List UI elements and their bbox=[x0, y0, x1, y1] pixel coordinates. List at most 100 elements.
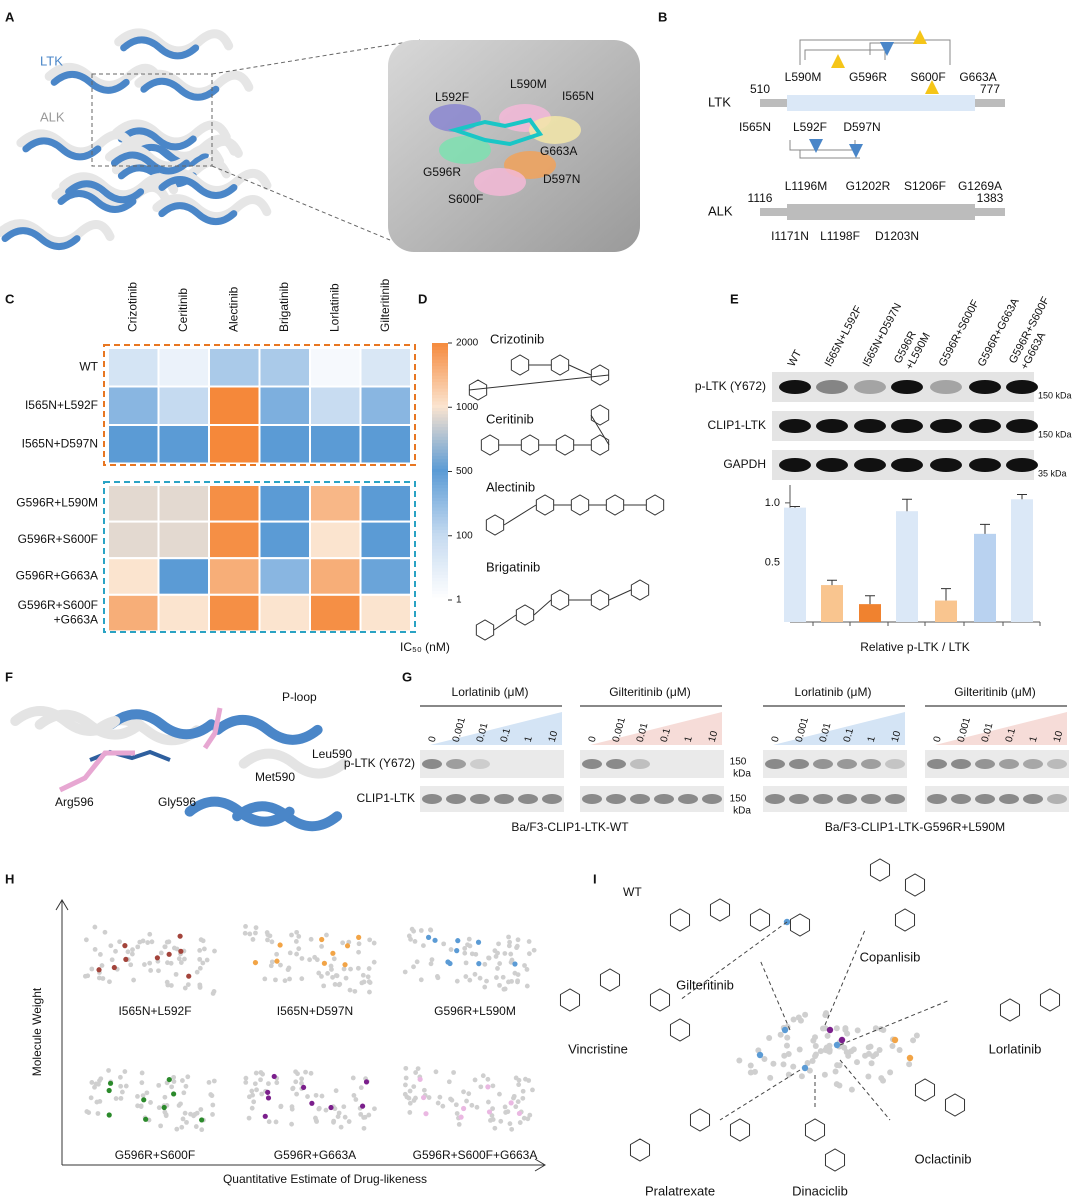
scatter-point bbox=[273, 977, 278, 983]
colorbar-slice bbox=[432, 359, 448, 363]
scatter-point bbox=[403, 1082, 408, 1088]
scatter-point bbox=[806, 1067, 813, 1074]
highlight-point bbox=[461, 1105, 467, 1112]
mutation-label: G663A bbox=[959, 70, 996, 84]
scatter-point bbox=[896, 1047, 903, 1054]
colorbar-slice bbox=[432, 532, 448, 537]
x-axis-label: Relative p-LTK / LTK bbox=[860, 640, 970, 654]
highlight-point bbox=[455, 938, 461, 944]
scatter-point bbox=[486, 1099, 491, 1105]
band bbox=[891, 380, 923, 394]
scatter-point bbox=[469, 951, 475, 957]
scatter-point bbox=[269, 939, 275, 945]
scatter-point bbox=[453, 1102, 459, 1108]
highlight-point bbox=[271, 1073, 277, 1080]
scatter-point bbox=[198, 937, 204, 943]
scatter-point bbox=[178, 960, 184, 965]
panel-letter: H bbox=[5, 871, 14, 886]
mutation-label: G1202R bbox=[846, 179, 891, 193]
scatter-point bbox=[783, 1042, 790, 1049]
highlight-point bbox=[417, 1076, 423, 1082]
heatmap-cell bbox=[107, 557, 160, 596]
mutation-label: I565N bbox=[739, 120, 771, 134]
triangle bbox=[849, 144, 863, 158]
colorbar-slice bbox=[432, 513, 448, 518]
scatter-point bbox=[446, 1079, 452, 1085]
scatter-point bbox=[507, 939, 513, 945]
row-label: WT bbox=[79, 359, 98, 373]
dose-wedge bbox=[773, 712, 905, 745]
colorbar-slice bbox=[432, 516, 448, 521]
highlight-point bbox=[265, 1089, 271, 1095]
colorbar-slice bbox=[432, 500, 448, 505]
scatter-point bbox=[524, 967, 530, 972]
scatter-point bbox=[109, 957, 115, 963]
scatter-point bbox=[282, 978, 288, 984]
colorbar-slice bbox=[432, 522, 448, 527]
scatter-point bbox=[530, 1087, 535, 1093]
blot-row-label: GAPDH bbox=[723, 457, 766, 471]
scatter-point bbox=[358, 1085, 364, 1091]
colorbar-slice bbox=[432, 497, 448, 502]
scatter-point bbox=[331, 1119, 336, 1125]
scatter-point bbox=[454, 1111, 460, 1116]
scatter-point bbox=[128, 962, 134, 968]
highlight-point bbox=[122, 943, 128, 949]
colorbar-slice bbox=[432, 397, 448, 402]
zoom-line bbox=[211, 39, 421, 75]
heatmap-cell bbox=[208, 347, 261, 388]
blot bbox=[925, 750, 1069, 778]
drug-name: Copanlisib bbox=[860, 949, 921, 964]
scatter-point bbox=[812, 1034, 819, 1041]
scatter-point bbox=[246, 1094, 252, 1100]
blot-row-label: p-LTK (Y672) bbox=[344, 756, 415, 770]
heatmap-cell bbox=[208, 557, 261, 596]
scatter-point bbox=[166, 939, 172, 945]
colorbar-label: 2000 bbox=[456, 338, 479, 349]
subplot-label: G596R+S600F bbox=[115, 1148, 195, 1162]
scatter-point bbox=[408, 936, 413, 942]
highlight-point bbox=[359, 1103, 366, 1109]
mutation-label: S1206F bbox=[904, 179, 946, 193]
mutation-label: G1269A bbox=[958, 179, 1002, 193]
heatmap-cell bbox=[208, 385, 261, 426]
colorbar-label: 100 bbox=[456, 530, 473, 541]
colorbar-slice bbox=[432, 355, 448, 360]
ribbon bbox=[117, 127, 197, 151]
colorbar-slice bbox=[432, 571, 448, 575]
mutation-label: D1203N bbox=[875, 229, 919, 243]
drug-name: Vincristine bbox=[568, 1041, 628, 1056]
scatter-point bbox=[179, 1124, 185, 1130]
scatter-point bbox=[448, 947, 454, 952]
scatter-point bbox=[466, 1091, 472, 1097]
bar bbox=[935, 600, 957, 622]
colorbar-slice bbox=[432, 490, 448, 495]
bond bbox=[468, 374, 610, 391]
highlight-point bbox=[199, 1117, 205, 1123]
scatter-point bbox=[521, 1115, 527, 1121]
panel-letter: C bbox=[5, 291, 15, 306]
scatter-point bbox=[766, 1034, 773, 1041]
blot bbox=[580, 786, 724, 812]
scatter-point bbox=[429, 957, 435, 963]
scatter-point bbox=[139, 1080, 145, 1086]
scatter-point bbox=[319, 974, 324, 979]
panel-letter: D bbox=[418, 291, 427, 306]
colorbar-slice bbox=[432, 352, 448, 357]
scatter-point bbox=[149, 939, 155, 945]
scatter-point bbox=[182, 1110, 188, 1116]
highlight-point bbox=[328, 1104, 334, 1111]
scatter-point bbox=[507, 1121, 513, 1127]
panel-letter: A bbox=[5, 9, 15, 24]
ring bbox=[559, 988, 581, 1012]
scatter-point bbox=[495, 950, 500, 956]
leader-line bbox=[824, 929, 866, 1026]
scatter-point bbox=[211, 1078, 217, 1084]
colorbar-slice bbox=[432, 474, 448, 479]
band bbox=[930, 458, 962, 472]
colorbar-slice bbox=[432, 477, 448, 482]
highlight-point bbox=[891, 1036, 899, 1044]
highlight-point bbox=[166, 1076, 172, 1083]
highlight-point bbox=[432, 937, 438, 943]
row-label: G596R+S600F bbox=[18, 532, 98, 546]
